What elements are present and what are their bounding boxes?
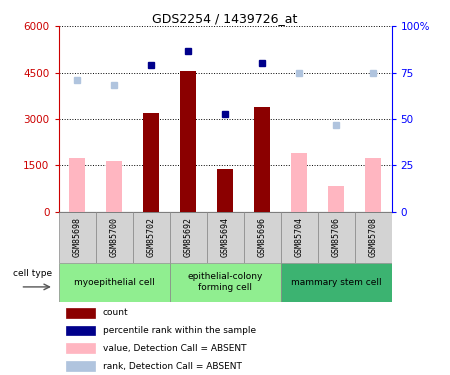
Text: count: count [103,308,128,317]
Text: mammary stem cell: mammary stem cell [291,278,381,286]
Bar [106,161,122,212]
Text: epithelial-colony
forming cell: epithelial-colony forming cell [187,273,263,292]
Text: cell type: cell type [13,269,52,278]
Text: percentile rank within the sample: percentile rank within the sample [103,326,256,335]
Bar [69,158,86,212]
Bar [143,113,159,212]
FancyBboxPatch shape [58,262,170,302]
Text: GSM85702: GSM85702 [147,217,156,257]
FancyBboxPatch shape [58,212,95,262]
Text: GSM85696: GSM85696 [257,217,266,257]
FancyBboxPatch shape [355,212,392,262]
FancyBboxPatch shape [207,212,243,262]
Bar [291,153,307,212]
Text: myoepithelial cell: myoepithelial cell [74,278,154,286]
FancyBboxPatch shape [280,262,392,302]
Text: GSM85704: GSM85704 [294,217,303,257]
Bar [66,361,95,371]
Bar [66,308,95,318]
Text: GSM85700: GSM85700 [109,217,118,257]
FancyBboxPatch shape [170,212,207,262]
Bar [66,326,95,335]
Bar [328,186,344,212]
FancyBboxPatch shape [170,262,280,302]
FancyBboxPatch shape [243,212,280,262]
FancyBboxPatch shape [318,212,355,262]
Bar [254,107,270,212]
Text: GSM85708: GSM85708 [369,217,378,257]
Title: GDS2254 / 1439726_at: GDS2254 / 1439726_at [152,12,298,25]
Bar [66,344,95,353]
Bar [180,71,196,212]
Bar [364,158,381,212]
FancyBboxPatch shape [95,212,132,262]
Text: rank, Detection Call = ABSENT: rank, Detection Call = ABSENT [103,362,242,370]
Text: GSM85692: GSM85692 [184,217,193,257]
Text: value, Detection Call = ABSENT: value, Detection Call = ABSENT [103,344,246,353]
FancyBboxPatch shape [132,212,170,262]
Text: GSM85698: GSM85698 [72,217,81,257]
Text: GSM85694: GSM85694 [220,217,230,257]
Bar [217,169,233,212]
FancyBboxPatch shape [280,212,318,262]
Text: GSM85706: GSM85706 [332,217,341,257]
